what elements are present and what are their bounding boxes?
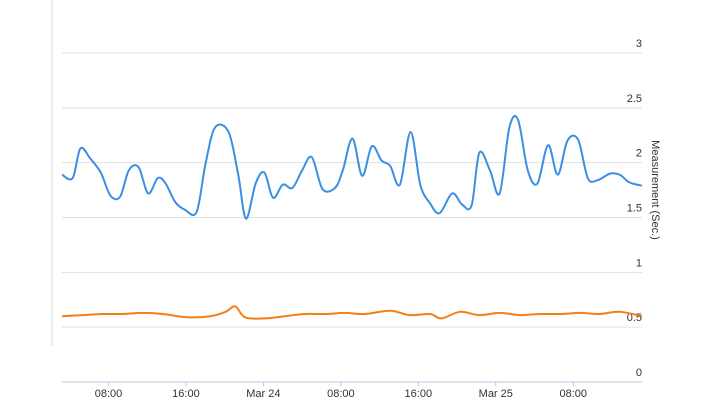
y-tick-label: 3 — [636, 38, 642, 50]
y-tick-label: 2.5 — [627, 93, 642, 105]
y-tick-label: 0 — [636, 367, 642, 379]
y-tick-label: 1 — [636, 257, 642, 269]
x-tick-label: Mar 24 — [246, 388, 280, 400]
line-series — [61, 114, 643, 220]
x-tick-label: 16:00 — [405, 388, 433, 400]
line-series — [61, 305, 643, 320]
x-tick-label: Mar 25 — [479, 388, 513, 400]
y-tick-label: 2 — [636, 148, 642, 160]
x-tick-label: 08:00 — [95, 388, 123, 400]
y-axis-title: Measurement (Sec.) — [649, 140, 661, 240]
x-tick-label: 16:00 — [172, 388, 200, 400]
x-tick-label: 08:00 — [327, 388, 355, 400]
x-tick-label: 08:00 — [559, 388, 587, 400]
y-tick-label: 1.5 — [627, 203, 642, 215]
